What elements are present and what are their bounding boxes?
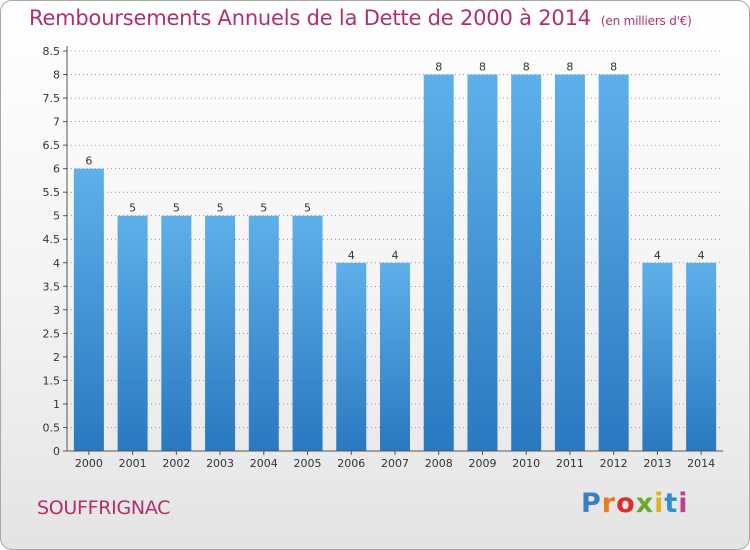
- bar-2001: [117, 215, 148, 451]
- x-tick-label: 2010: [512, 457, 540, 470]
- chart-title-text: Remboursements Annuels de la Dette de 20…: [29, 6, 591, 30]
- logo-letter: P: [581, 488, 602, 519]
- y-tick-label: 4: [53, 257, 60, 270]
- y-tick-label: 1: [53, 398, 60, 411]
- bar-2008: [423, 74, 454, 451]
- data-label: 8: [566, 61, 573, 74]
- data-label: 4: [698, 249, 705, 262]
- y-tick-label: 8: [53, 69, 60, 82]
- y-tick-label: 4.5: [43, 233, 61, 246]
- x-tick-label: 2008: [425, 457, 453, 470]
- x-tick-label: 2014: [687, 457, 715, 470]
- data-label: 5: [129, 202, 136, 215]
- data-labels: 6 5 5 5 5 5 4 4 8 8 8 8 8 4 4: [85, 61, 704, 262]
- axes: [66, 46, 723, 455]
- x-tick-label: 2005: [294, 457, 322, 470]
- bar-2010: [511, 74, 542, 451]
- x-tick-label: 2009: [468, 457, 496, 470]
- logo-letter: t: [664, 488, 679, 519]
- y-tick-label: 7: [53, 116, 60, 129]
- y-tick-label: 6.5: [43, 139, 61, 152]
- data-label: 5: [260, 202, 267, 215]
- chart-title: Remboursements Annuels de la Dette de 20…: [29, 6, 692, 30]
- bar-2000: [73, 168, 104, 451]
- data-label: 8: [610, 61, 617, 74]
- x-tick-label: 2007: [381, 457, 409, 470]
- y-tick-labels: 0 0.5 1 1.5 2 2.5 3 3.5 4 4.5 5 5.5 6 6.5 7 7.5 8 8.5: [43, 45, 61, 458]
- y-tick-label: 3.5: [43, 280, 61, 293]
- x-tick-label: 2003: [206, 457, 234, 470]
- logo-letter: x: [635, 488, 655, 519]
- data-label: 8: [523, 61, 530, 74]
- bar-2002: [161, 215, 192, 451]
- y-tick-label: 1.5: [43, 374, 61, 387]
- bar-2005: [292, 215, 323, 451]
- logo-letter: o: [616, 488, 636, 519]
- x-tick-label: 2001: [119, 457, 147, 470]
- data-label: 5: [217, 202, 224, 215]
- x-tick-label: 2002: [162, 457, 190, 470]
- data-label: 4: [348, 249, 355, 262]
- proxiti-logo: Proxiti: [581, 488, 689, 519]
- x-tick-label: 2004: [250, 457, 278, 470]
- x-tick-label: 2006: [337, 457, 365, 470]
- x-tick-label: 2000: [75, 457, 103, 470]
- y-tick-label: 0: [53, 445, 60, 458]
- y-tick-label: 8.5: [43, 45, 61, 58]
- y-tick-label: 0.5: [43, 421, 61, 434]
- data-label: 5: [173, 202, 180, 215]
- bar-2009: [467, 74, 498, 451]
- y-tick-label: 2.5: [43, 327, 61, 340]
- data-label: 8: [435, 61, 442, 74]
- y-tick-label: 5: [53, 210, 60, 223]
- logo-letter: r: [601, 488, 617, 519]
- y-tick-label: 2: [53, 351, 60, 364]
- logo-letter: i: [678, 488, 689, 519]
- y-tick-label: 6: [53, 163, 60, 176]
- data-label: 8: [479, 61, 486, 74]
- x-tick-labels: 2000 2001 2002 2003 2004 2005 2006 2007 2008 2009…: [75, 457, 715, 470]
- y-tick-label: 7.5: [43, 92, 61, 105]
- data-label: 5: [304, 202, 311, 215]
- commune-name: SOUFFRIGNAC: [37, 497, 171, 519]
- bar-2013: [642, 262, 673, 451]
- bar-2011: [554, 74, 585, 451]
- bar-2012: [598, 74, 629, 451]
- bar-2014: [686, 262, 717, 451]
- bar-2004: [248, 215, 279, 451]
- x-tick-label: 2012: [600, 457, 628, 470]
- chart-unit: (en milliers d'€): [600, 14, 692, 28]
- y-tick-label: 3: [53, 304, 60, 317]
- bar-2003: [205, 215, 236, 451]
- data-label: 6: [85, 155, 92, 168]
- data-label: 4: [654, 249, 661, 262]
- logo-letter: i: [654, 488, 665, 519]
- bars: [73, 74, 717, 451]
- x-tick-label: 2011: [556, 457, 584, 470]
- y-tick-label: 5.5: [43, 186, 61, 199]
- bar-2007: [380, 262, 410, 451]
- x-tick-label: 2013: [643, 457, 671, 470]
- bar-2006: [336, 262, 367, 451]
- data-label: 4: [392, 249, 399, 262]
